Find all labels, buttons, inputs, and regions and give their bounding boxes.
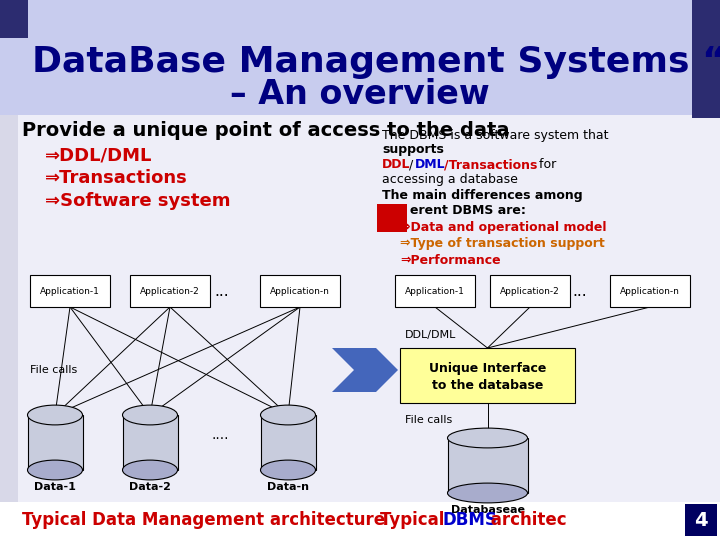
Bar	[400, 348, 575, 403]
Text: Typical Data Management architecture: Typical Data Management architecture	[22, 511, 385, 529]
Bar	[685, 504, 717, 536]
Text: DML: DML	[415, 159, 446, 172]
Text: Databaseae: Databaseae	[451, 505, 524, 515]
Polygon shape	[332, 348, 378, 392]
Text: File calls: File calls	[30, 365, 77, 375]
Text: File calls: File calls	[405, 415, 452, 425]
Bar	[261, 415, 315, 470]
Text: DBMS: DBMS	[442, 511, 497, 529]
Polygon shape	[352, 348, 398, 392]
Text: Application-n: Application-n	[270, 287, 330, 295]
Text: DDL/DML: DDL/DML	[405, 330, 456, 340]
Text: ...: ...	[572, 284, 588, 299]
Bar	[0, 115, 18, 540]
Text: Typical: Typical	[380, 511, 450, 529]
Text: 4: 4	[694, 510, 708, 530]
Bar	[0, 502, 720, 540]
Text: DataBase Management Systems “DBMS”: DataBase Management Systems “DBMS”	[32, 45, 720, 79]
Text: architec: architec	[485, 511, 567, 529]
Text: Data-2: Data-2	[129, 482, 171, 492]
Text: Unique Interface: Unique Interface	[429, 362, 546, 375]
Bar	[0, 0, 720, 115]
Bar	[377, 204, 407, 232]
Text: supports: supports	[382, 144, 444, 157]
Text: – An overview: – An overview	[230, 78, 490, 111]
Text: Application-n: Application-n	[620, 287, 680, 295]
Text: ...: ...	[215, 284, 229, 299]
Text: for: for	[535, 159, 557, 172]
Bar	[122, 415, 178, 470]
Text: Application-1: Application-1	[405, 287, 465, 295]
Bar	[448, 438, 528, 493]
Text: ....: ....	[211, 428, 229, 442]
Text: Application-1: Application-1	[40, 287, 100, 295]
Bar	[490, 275, 570, 307]
Ellipse shape	[448, 483, 528, 503]
Bar	[27, 415, 83, 470]
Bar	[610, 275, 690, 307]
Text: Application-2: Application-2	[140, 287, 200, 295]
Text: to the database: to the database	[432, 379, 543, 392]
Bar	[0, 0, 28, 38]
Text: ⇒Transactions: ⇒Transactions	[45, 169, 188, 187]
Bar	[260, 275, 340, 307]
Bar	[395, 275, 475, 307]
Bar	[30, 275, 110, 307]
Text: Application-2: Application-2	[500, 287, 560, 295]
Text: erent DBMS are:: erent DBMS are:	[410, 204, 526, 217]
Text: DDL: DDL	[382, 159, 410, 172]
Text: /Transactions: /Transactions	[444, 159, 537, 172]
Text: ⇒DDL/DML: ⇒DDL/DML	[45, 146, 153, 164]
Bar	[130, 275, 210, 307]
Text: The main differences among: The main differences among	[382, 188, 582, 201]
Text: /: /	[409, 159, 413, 172]
Ellipse shape	[261, 460, 315, 480]
Bar	[692, 0, 720, 118]
Text: The DBMS is a software system that: The DBMS is a software system that	[382, 129, 608, 141]
Bar	[0, 115, 720, 540]
Ellipse shape	[27, 460, 83, 480]
Ellipse shape	[122, 405, 178, 425]
Text: ⇒Type of transaction support: ⇒Type of transaction support	[400, 238, 605, 251]
Text: Provide a unique point of access to the data: Provide a unique point of access to the …	[22, 120, 510, 139]
Text: accessing a database: accessing a database	[382, 173, 518, 186]
Ellipse shape	[122, 460, 178, 480]
Ellipse shape	[27, 405, 83, 425]
Text: ⇒Data and operational model: ⇒Data and operational model	[400, 221, 606, 234]
Text: ⇒Performance: ⇒Performance	[400, 253, 500, 267]
Text: ⇒Software system: ⇒Software system	[45, 192, 230, 210]
Text: Data-n: Data-n	[267, 482, 309, 492]
Text: Data-1: Data-1	[34, 482, 76, 492]
Ellipse shape	[261, 405, 315, 425]
Ellipse shape	[448, 428, 528, 448]
